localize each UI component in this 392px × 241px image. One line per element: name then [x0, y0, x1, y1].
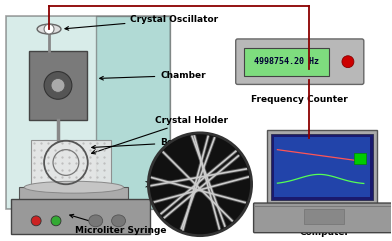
Bar	[304, 209, 344, 224]
Bar	[267, 130, 377, 204]
Bar	[354, 153, 366, 165]
Ellipse shape	[24, 181, 123, 193]
Bar	[272, 134, 373, 200]
Circle shape	[44, 72, 72, 99]
Ellipse shape	[37, 24, 61, 34]
Text: Computer: Computer	[299, 228, 349, 237]
Text: Beaker: Beaker	[92, 138, 196, 149]
Bar	[19, 187, 129, 205]
Text: 4998754.20 Hz: 4998754.20 Hz	[254, 57, 319, 66]
Text: Crystal Oscillator: Crystal Oscillator	[65, 15, 219, 30]
Text: Microliter Syringe: Microliter Syringe	[70, 214, 166, 235]
Bar	[274, 137, 370, 197]
Circle shape	[44, 24, 54, 34]
Bar	[29, 51, 87, 120]
Ellipse shape	[112, 215, 125, 227]
Bar	[31, 140, 111, 187]
FancyBboxPatch shape	[254, 203, 392, 233]
Bar	[6, 16, 170, 209]
Bar	[244, 48, 329, 75]
Ellipse shape	[89, 215, 103, 227]
Circle shape	[31, 216, 41, 226]
Bar	[11, 199, 150, 234]
Text: Frequency Counter: Frequency Counter	[251, 95, 348, 104]
Circle shape	[148, 133, 252, 236]
Circle shape	[51, 79, 65, 92]
FancyBboxPatch shape	[236, 39, 364, 84]
Circle shape	[51, 216, 61, 226]
Text: Chamber: Chamber	[100, 71, 206, 80]
Text: Crystal Holder: Crystal Holder	[92, 115, 228, 154]
Bar	[96, 16, 170, 209]
Circle shape	[342, 56, 354, 68]
